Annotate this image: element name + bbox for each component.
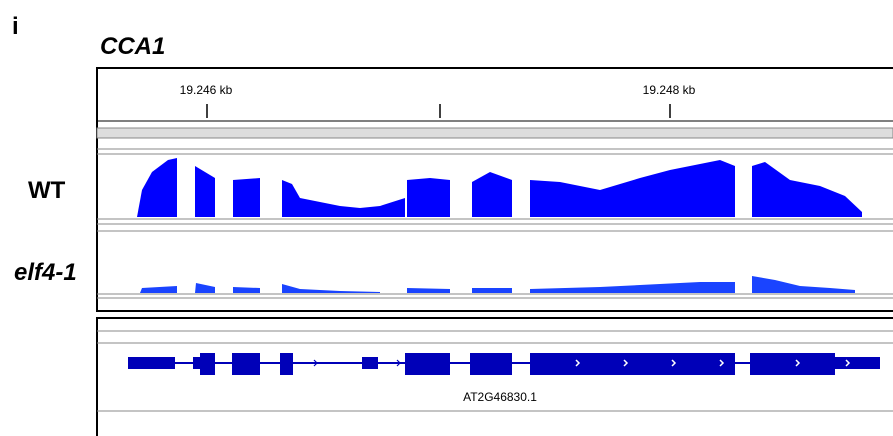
strand-arrows [575, 359, 851, 367]
ruler-label: 19.248 kb [643, 83, 696, 97]
ruler-ticks [206, 104, 671, 118]
elf4-coverage [140, 276, 855, 293]
wt-coverage [137, 158, 862, 217]
intron-arrows [313, 359, 401, 367]
gene-separators [97, 330, 893, 412]
track-label: WT [28, 177, 66, 204]
track-label: elf4-1 [14, 259, 77, 286]
gene-name: CCA1 [100, 33, 165, 60]
transcript-label: AT2G46830.1 [463, 390, 537, 404]
panel-label: i [12, 13, 19, 40]
separators [96, 120, 893, 299]
ruler-label: 19.246 kb [180, 83, 233, 97]
gene-panel [96, 317, 893, 436]
gene-model [128, 353, 880, 375]
